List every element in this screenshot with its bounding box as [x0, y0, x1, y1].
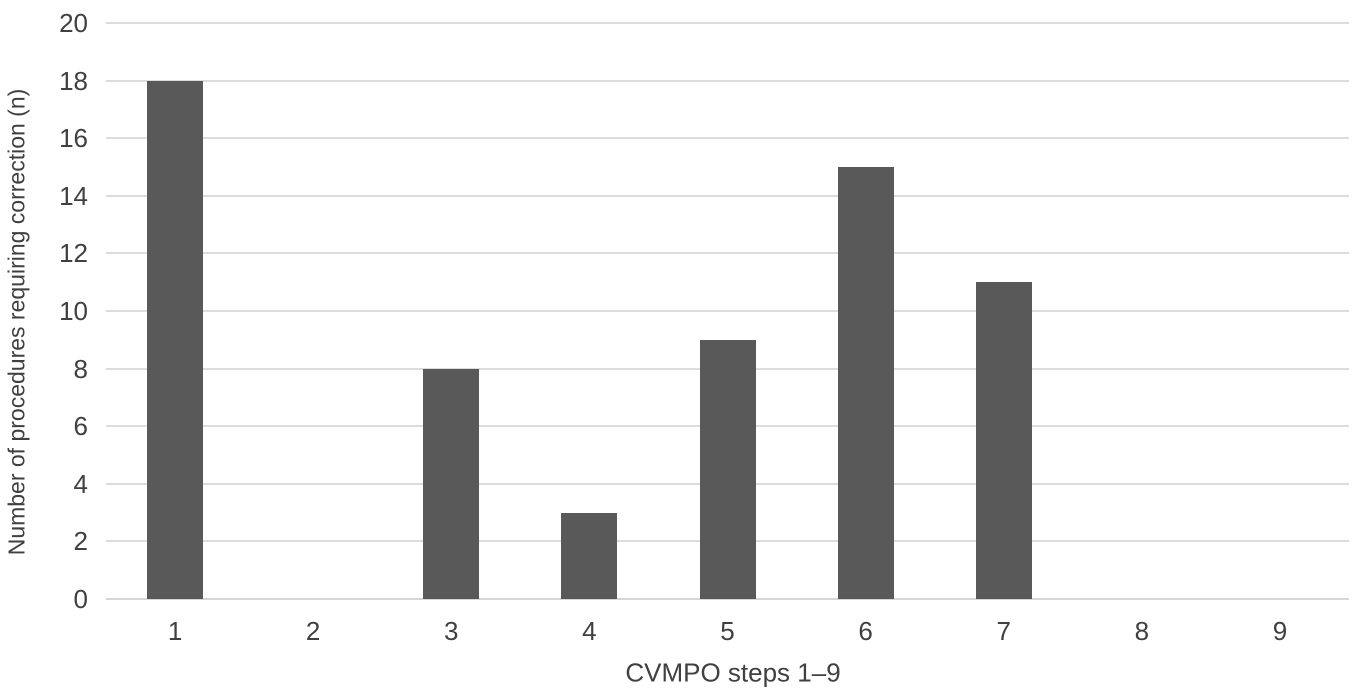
gridline-y-20: [106, 22, 1349, 24]
y-tick-label: 2: [73, 526, 88, 557]
y-tick-label: 20: [59, 8, 88, 38]
x-tick-label-5: 5: [720, 616, 735, 646]
bar-step-1: [147, 80, 204, 599]
x-tick-label-2: 2: [305, 616, 321, 646]
y-tick-label: 18: [59, 65, 88, 96]
bar-step-6: [837, 167, 894, 599]
gridline-y-18: [106, 79, 1349, 82]
x-tick-label-4: 4: [582, 616, 597, 646]
y-tick-label: 4: [73, 468, 88, 499]
gridline-y-14: [106, 194, 1349, 197]
gridline-y-10: [106, 310, 1349, 312]
bar-step-5: [699, 339, 756, 599]
y-tick-label: 8: [73, 353, 88, 384]
y-tick-label: 12: [59, 238, 88, 269]
y-tick-label: 0: [73, 584, 88, 614]
x-tick-label-1: 1: [167, 616, 183, 646]
bar-step-7: [975, 282, 1032, 599]
y-tick-label: 10: [59, 296, 88, 326]
gridline-y-16: [106, 137, 1349, 140]
bar-step-3: [423, 368, 480, 599]
y-tick-label: 6: [73, 411, 88, 442]
x-tick-label-8: 8: [1134, 616, 1150, 646]
x-tick-label-7: 7: [996, 616, 1011, 646]
gridline-y-0: [106, 598, 1349, 600]
x-tick-label-9: 9: [1272, 616, 1288, 646]
y-tick-label: 16: [59, 123, 88, 154]
x-axis-title: CVMPO steps 1–9: [625, 657, 841, 688]
gridline-y-12: [106, 252, 1349, 255]
y-tick-label: 14: [59, 180, 88, 211]
x-tick-label-6: 6: [858, 616, 873, 646]
plot-area: [106, 22, 1349, 600]
x-tick-label-3: 3: [444, 616, 459, 646]
bar-step-4: [561, 512, 618, 599]
